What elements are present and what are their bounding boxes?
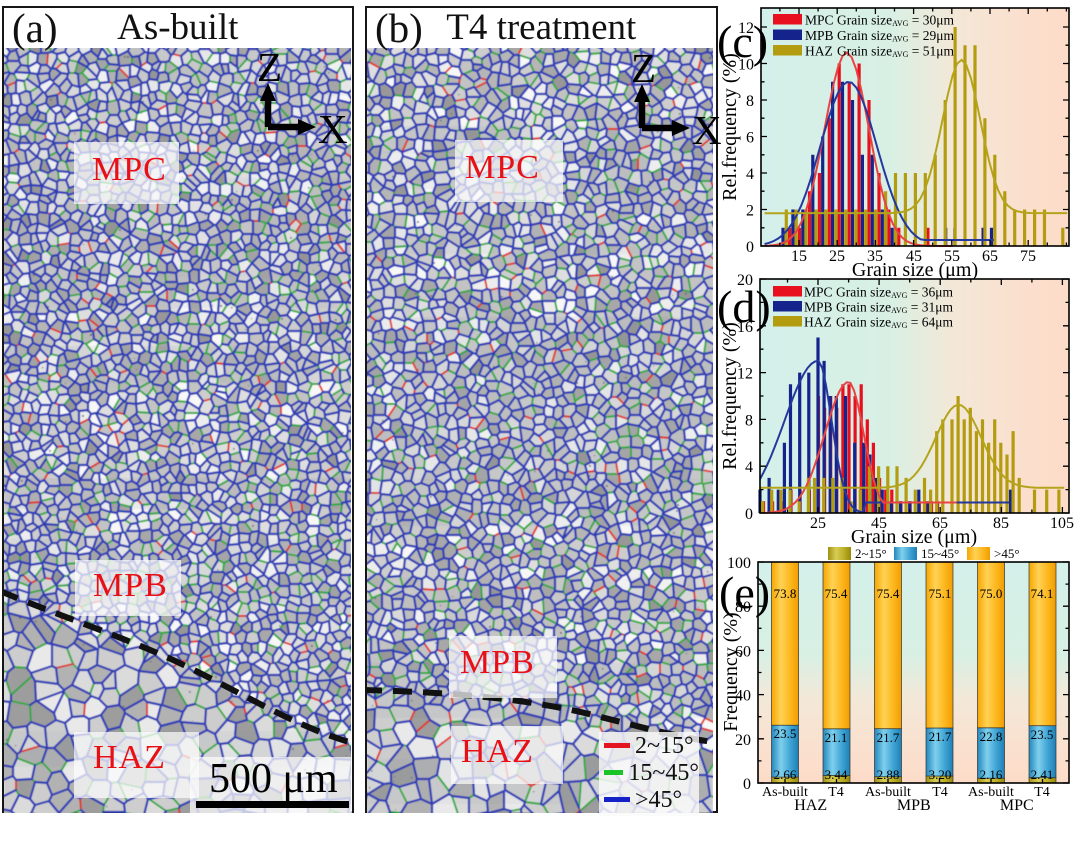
svg-text:45: 45 (871, 515, 887, 532)
svg-text:Grain size (μm): Grain size (μm) (851, 526, 977, 548)
svg-text:12: 12 (737, 366, 753, 383)
svg-text:74.1: 74.1 (1031, 586, 1054, 601)
svg-text:75.1: 75.1 (929, 586, 952, 601)
svg-text:75.0: 75.0 (980, 586, 1003, 601)
svg-text:2: 2 (746, 203, 754, 220)
svg-text:85: 85 (993, 515, 1009, 532)
svg-text:MPC: MPC (804, 285, 833, 300)
svg-text:75: 75 (1020, 248, 1036, 265)
svg-text:T4: T4 (932, 785, 948, 800)
svg-text:As-built: As-built (762, 785, 808, 800)
svg-text:55: 55 (944, 248, 960, 265)
svg-text:8: 8 (746, 93, 754, 110)
svg-text:35: 35 (867, 248, 883, 265)
svg-text:65: 65 (982, 248, 998, 265)
svg-text:16: 16 (737, 319, 753, 336)
svg-text:65: 65 (932, 515, 948, 532)
svg-text:Z: Z (257, 44, 282, 90)
svg-text:2.16: 2.16 (980, 767, 1003, 782)
svg-text:75.4: 75.4 (877, 586, 900, 601)
svg-text:X: X (692, 107, 722, 148)
svg-text:HAZ: HAZ (804, 315, 832, 330)
svg-text:Rel.frequency (%): Rel.frequency (%) (719, 53, 741, 201)
svg-text:21.1: 21.1 (825, 730, 848, 745)
svg-text:40: 40 (735, 688, 751, 705)
svg-text:Grain sizeAVG = 29μm: Grain sizeAVG = 29μm (837, 28, 955, 44)
svg-text:As-built: As-built (865, 785, 911, 800)
svg-text:(c): (c) (717, 16, 768, 67)
svg-text:0: 0 (745, 506, 753, 523)
svg-text:2.88: 2.88 (877, 767, 900, 782)
svg-text:Grain sizeAVG = 31μm: Grain sizeAVG = 31μm (836, 300, 954, 316)
svg-text:105: 105 (1050, 515, 1074, 532)
svg-text:23.5: 23.5 (774, 726, 797, 741)
svg-text:20: 20 (737, 272, 753, 289)
svg-text:15~45°: 15~45° (921, 546, 959, 561)
svg-text:Grain size (μm): Grain size (μm) (852, 259, 978, 281)
svg-text:4: 4 (745, 459, 753, 476)
svg-text:60: 60 (735, 643, 751, 660)
svg-text:Rel.frequency (%): Rel.frequency (%) (719, 322, 741, 470)
svg-text:As-built: As-built (968, 785, 1014, 800)
svg-text:MPB: MPB (804, 300, 833, 315)
svg-text:(e): (e) (719, 567, 770, 618)
svg-text:0: 0 (746, 239, 754, 256)
svg-text:75.4: 75.4 (825, 586, 848, 601)
svg-text:Grain sizeAVG = 51μm: Grain sizeAVG = 51μm (837, 44, 955, 60)
svg-text:2.66: 2.66 (774, 767, 797, 782)
svg-text:25: 25 (829, 248, 845, 265)
svg-text:21.7: 21.7 (877, 730, 900, 745)
svg-text:>45°: >45° (994, 546, 1020, 561)
svg-text:3.44: 3.44 (825, 767, 848, 782)
svg-text:6: 6 (746, 130, 754, 147)
svg-text:4: 4 (746, 166, 754, 183)
svg-text:45: 45 (906, 248, 922, 265)
svg-text:12: 12 (738, 20, 754, 37)
svg-text:MPB: MPB (897, 797, 931, 814)
svg-text:Z: Z (631, 45, 656, 91)
svg-text:21.7: 21.7 (929, 729, 952, 744)
svg-text:2~15°: 2~15° (855, 546, 887, 561)
svg-text:73.8: 73.8 (774, 586, 797, 601)
svg-text:10: 10 (738, 57, 754, 74)
svg-text:100: 100 (727, 555, 751, 572)
svg-text:T4: T4 (828, 785, 844, 800)
svg-text:(d): (d) (717, 281, 771, 332)
svg-text:Frequency (%): Frequency (%) (720, 612, 742, 731)
svg-text:8: 8 (745, 412, 753, 429)
svg-text:22.8: 22.8 (980, 729, 1003, 744)
svg-text:15: 15 (791, 248, 807, 265)
svg-text:MPB: MPB (805, 28, 834, 43)
svg-text:3.20: 3.20 (929, 767, 952, 782)
svg-text:2.41: 2.41 (1031, 767, 1054, 782)
svg-text:HAZ: HAZ (794, 797, 827, 814)
svg-text:Grain sizeAVG = 30μm: Grain sizeAVG = 30μm (837, 13, 955, 29)
svg-text:80: 80 (735, 599, 751, 616)
svg-text:25: 25 (810, 515, 826, 532)
svg-text:0: 0 (743, 776, 751, 793)
svg-text:Grain sizeAVG = 36μm: Grain sizeAVG = 36μm (836, 285, 954, 301)
svg-text:HAZ: HAZ (805, 44, 833, 59)
svg-text:T4: T4 (1034, 785, 1050, 800)
svg-text:23.5: 23.5 (1031, 727, 1054, 742)
svg-text:X: X (318, 106, 348, 147)
svg-text:MPC: MPC (805, 13, 834, 28)
svg-text:Grain sizeAVG = 64μm: Grain sizeAVG = 64μm (836, 315, 954, 331)
svg-text:20: 20 (735, 732, 751, 749)
svg-text:MPC: MPC (1000, 797, 1034, 814)
